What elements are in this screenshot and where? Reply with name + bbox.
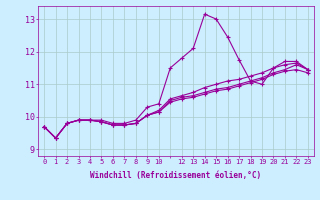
X-axis label: Windchill (Refroidissement éolien,°C): Windchill (Refroidissement éolien,°C)	[91, 171, 261, 180]
